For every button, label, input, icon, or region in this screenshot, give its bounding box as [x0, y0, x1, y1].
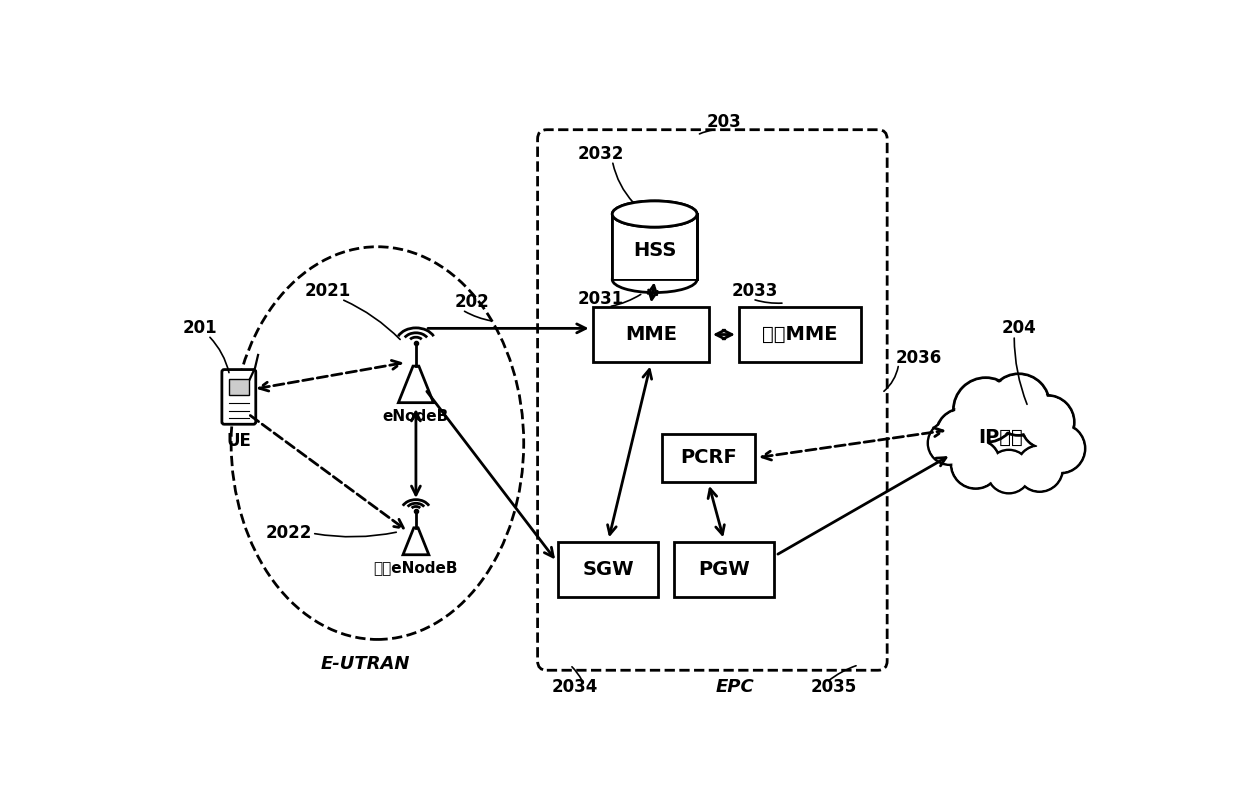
Circle shape	[1022, 398, 1072, 447]
Bar	[740, 307, 861, 362]
Text: PGW: PGW	[698, 560, 750, 579]
Bar	[613, 214, 696, 279]
Polygon shape	[403, 528, 429, 555]
Polygon shape	[399, 366, 434, 402]
Circle shape	[1036, 424, 1085, 473]
Text: 2035: 2035	[810, 678, 857, 696]
Circle shape	[1018, 448, 1061, 489]
Text: 2021: 2021	[305, 283, 351, 300]
Ellipse shape	[612, 201, 698, 227]
Text: 203: 203	[706, 113, 741, 131]
Text: PCRF: PCRF	[680, 448, 737, 467]
Text: SGW: SGW	[582, 560, 634, 579]
Circle shape	[1038, 426, 1083, 471]
Circle shape	[990, 376, 1047, 433]
FancyBboxPatch shape	[222, 369, 255, 424]
Text: E-UTRAN: E-UTRAN	[321, 654, 410, 673]
Text: MME: MME	[624, 325, 676, 344]
Text: 2031: 2031	[577, 290, 624, 308]
Text: UE: UE	[227, 431, 252, 449]
Circle shape	[987, 450, 1031, 493]
Text: HSS: HSS	[633, 241, 676, 259]
Bar	[612, 214, 698, 279]
Circle shape	[1016, 445, 1063, 492]
Circle shape	[935, 408, 990, 462]
Circle shape	[952, 440, 1000, 489]
Text: 201: 201	[183, 319, 218, 336]
Text: 2032: 2032	[577, 146, 624, 163]
Circle shape	[987, 374, 1049, 436]
Circle shape	[953, 441, 999, 486]
Text: IP业务: IP业务	[979, 428, 1023, 448]
Circle shape	[989, 452, 1028, 491]
Bar	[228, 379, 249, 395]
Text: 2034: 2034	[553, 678, 598, 696]
Text: EPC: EPC	[716, 678, 755, 696]
Text: 2033: 2033	[731, 283, 778, 300]
Circle shape	[928, 422, 971, 464]
Text: 202: 202	[455, 293, 489, 312]
Text: 204: 204	[1001, 319, 1036, 336]
Text: 2036: 2036	[896, 349, 942, 367]
Circle shape	[953, 378, 1018, 442]
Text: 其它eNodeB: 其它eNodeB	[374, 560, 458, 575]
Circle shape	[957, 380, 1016, 440]
Bar	[674, 542, 774, 597]
Bar	[593, 307, 709, 362]
Circle shape	[1021, 395, 1074, 449]
Text: 2022: 2022	[265, 524, 312, 543]
Bar	[663, 434, 755, 481]
Text: eNodeB: eNodeB	[383, 409, 449, 424]
Text: 其它MME: 其它MME	[762, 325, 838, 344]
Circle shape	[938, 411, 987, 460]
Circle shape	[929, 423, 969, 463]
Ellipse shape	[612, 266, 698, 292]
Bar	[559, 542, 658, 597]
Ellipse shape	[612, 201, 698, 227]
